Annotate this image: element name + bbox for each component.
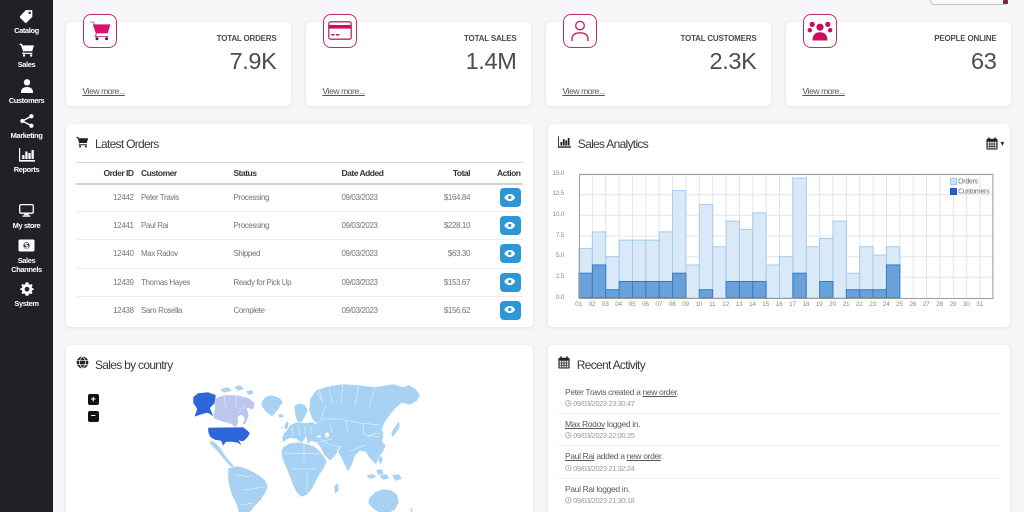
svg-text:$: $ (24, 241, 29, 250)
